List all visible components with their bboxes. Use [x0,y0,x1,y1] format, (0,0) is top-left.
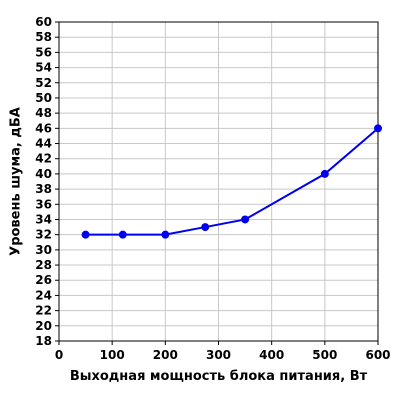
y-tick-label: 30 [35,243,52,257]
y-tick-label: 42 [35,152,52,166]
y-tick-label: 34 [35,212,52,226]
x-tick-label: 0 [55,348,63,362]
grid [58,21,379,342]
y-axis-title: Уровень шума, дБА [9,107,24,256]
data-point [81,230,90,239]
x-tick-label: 100 [100,348,125,362]
x-axis-title: Выходная мощность блока питания, Вт [70,369,368,384]
y-tick-label: 48 [35,106,52,120]
y-tick-label: 26 [35,273,52,287]
y-tick-label: 50 [35,91,52,105]
y-tick-label: 46 [35,121,52,135]
y-tick-label: 52 [35,76,52,90]
y-tick-label: 24 [35,288,52,302]
y-tick-label: 38 [35,182,52,196]
y-tick-label: 32 [35,228,52,242]
y-tick-label: 18 [35,334,52,348]
data-point [374,124,382,133]
y-tick-label: 58 [35,30,52,44]
y-tick-label: 44 [35,137,52,151]
x-tick-label: 200 [153,348,178,362]
y-tick-label: 20 [35,319,52,333]
y-tick-label: 22 [35,304,52,318]
data-point [118,230,127,239]
data-point [320,169,329,178]
data-point [161,230,170,239]
y-tick-label: 54 [35,61,52,75]
x-tick-label: 400 [259,348,284,362]
y-tick-label: 56 [35,45,52,59]
x-tick-label: 600 [365,348,390,362]
series-layer [81,124,382,239]
data-point [241,215,250,224]
x-axis-ticks: 0 100 200 300 400 500 600 [55,341,391,362]
y-tick-label: 28 [35,258,52,272]
series-line [85,127,379,236]
y-tick-label: 40 [35,167,52,181]
y-tick-label: 60 [35,15,52,29]
x-tick-label: 500 [312,348,337,362]
data-point [201,223,210,232]
x-tick-label: 300 [206,348,231,362]
y-tick-label: 36 [35,197,52,211]
